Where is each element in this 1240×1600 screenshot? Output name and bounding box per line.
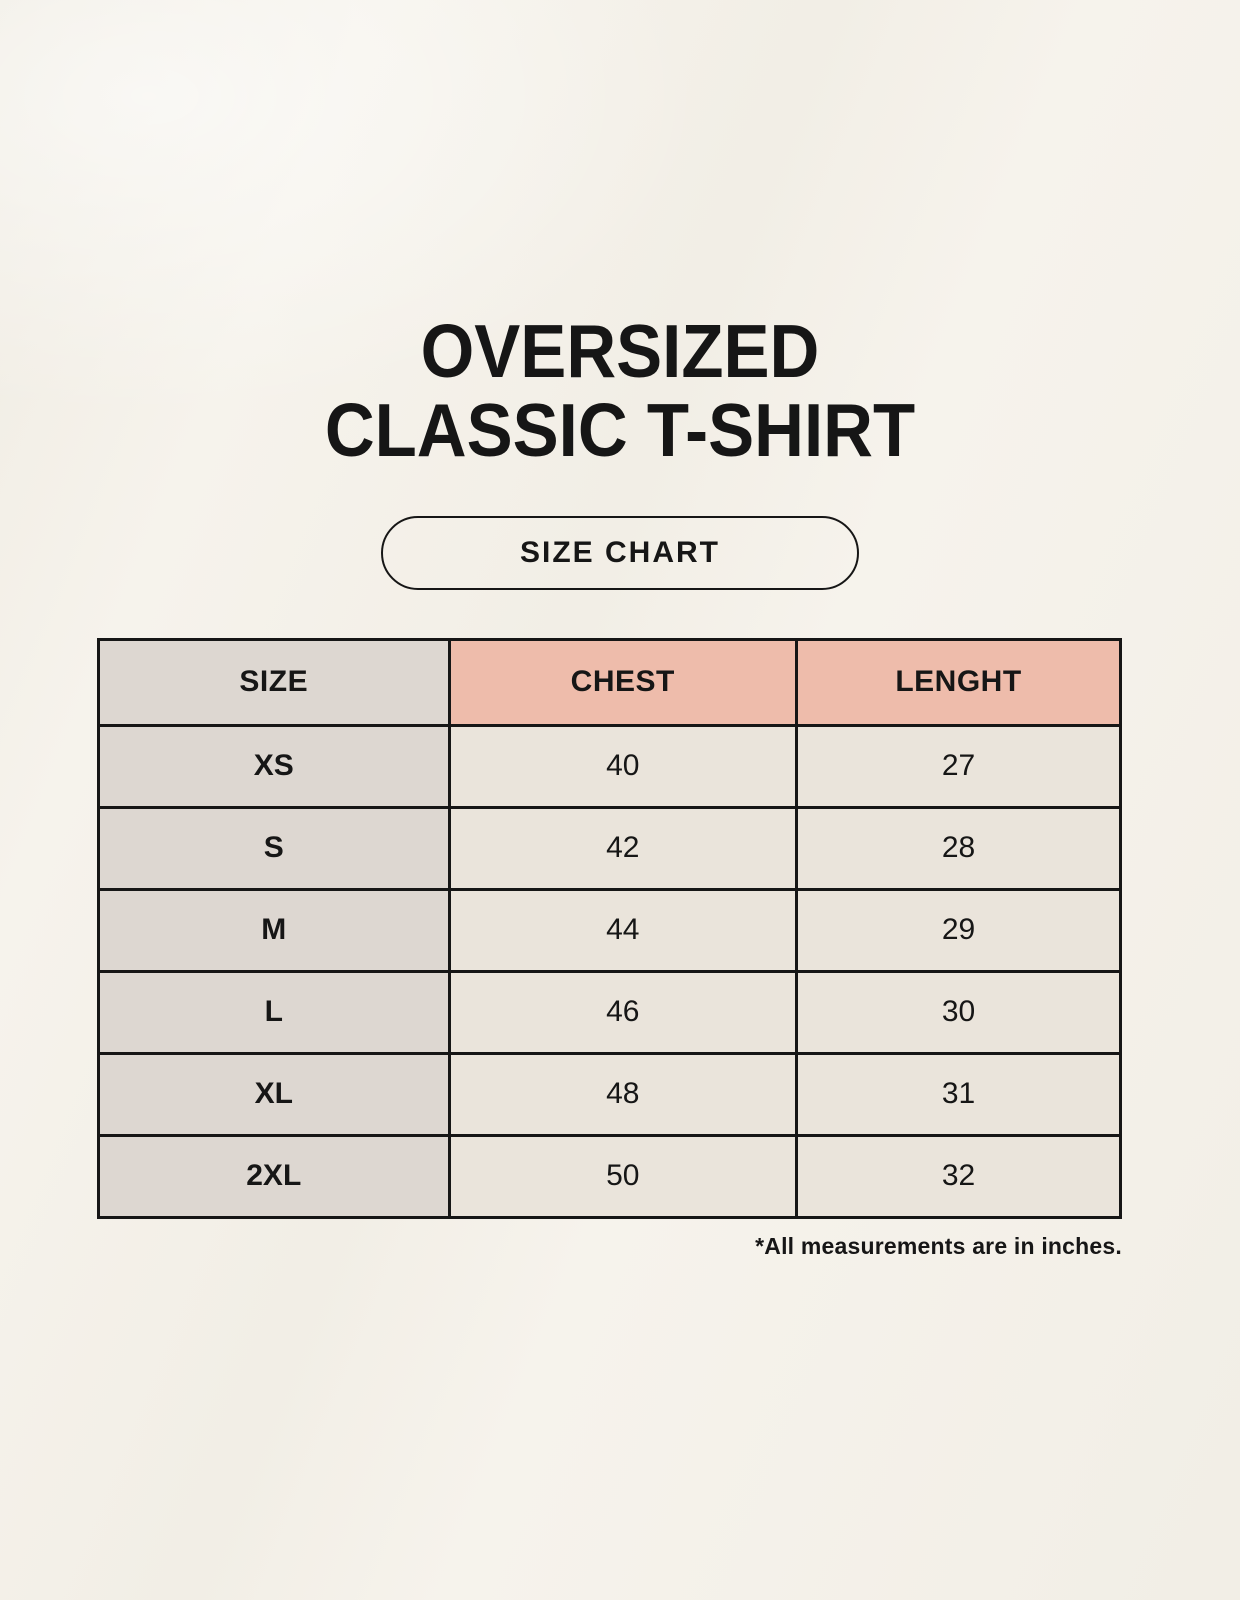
table-row-xl: XL 48 31 — [97, 1051, 1122, 1137]
size-cell-m: M — [97, 887, 451, 973]
length-cell-m: 29 — [795, 887, 1122, 973]
size-cell-2xl: 2XL — [97, 1133, 451, 1219]
length-cell-2xl: 32 — [795, 1133, 1122, 1219]
table-row-l: L 46 30 — [97, 969, 1122, 1055]
measurements-footnote: *All measurements are in inches. — [755, 1232, 1122, 1259]
length-cell-xs: 27 — [795, 723, 1122, 809]
size-chart-table: SIZE CHEST LENGHT XS 40 27 S 42 28 M — [97, 637, 1122, 1219]
table-header-row: SIZE CHEST LENGHT — [97, 637, 1122, 727]
size-cell-xs: XS — [97, 723, 451, 809]
size-cell-s: S — [97, 805, 451, 891]
chest-cell-s: 42 — [447, 805, 799, 891]
column-header-size: SIZE — [97, 637, 451, 727]
column-header-chest: CHEST — [447, 637, 799, 727]
chest-cell-xl: 48 — [447, 1051, 799, 1137]
size-cell-xl: XL — [97, 1051, 451, 1137]
size-cell-l: L — [97, 969, 451, 1055]
size-chart-table-wrap: SIZE CHEST LENGHT XS 40 27 S 42 28 M — [97, 637, 1122, 1260]
length-cell-xl: 31 — [795, 1051, 1122, 1137]
chest-cell-m: 44 — [447, 887, 799, 973]
page-title-line2: CLASSIC T-SHIRT — [324, 387, 916, 472]
length-cell-l: 30 — [795, 969, 1122, 1055]
page-title: OVERSIZED CLASSIC T-SHIRT — [0, 312, 1240, 470]
table-row-2xl: 2XL 50 32 — [97, 1133, 1122, 1219]
size-chart-badge-label: SIZE CHART — [520, 535, 720, 569]
table-row-s: S 42 28 — [97, 805, 1122, 891]
page-title-line1: OVERSIZED — [420, 309, 820, 393]
chest-cell-xs: 40 — [447, 723, 799, 809]
table-row-m: M 44 29 — [97, 887, 1122, 973]
chest-cell-2xl: 50 — [447, 1133, 799, 1219]
column-header-lenght: LENGHT — [795, 637, 1122, 727]
table-row-xs: XS 40 27 — [97, 723, 1122, 809]
length-cell-s: 28 — [795, 805, 1122, 891]
size-chart-badge[interactable]: SIZE CHART — [381, 515, 859, 590]
chest-cell-l: 46 — [447, 969, 799, 1055]
